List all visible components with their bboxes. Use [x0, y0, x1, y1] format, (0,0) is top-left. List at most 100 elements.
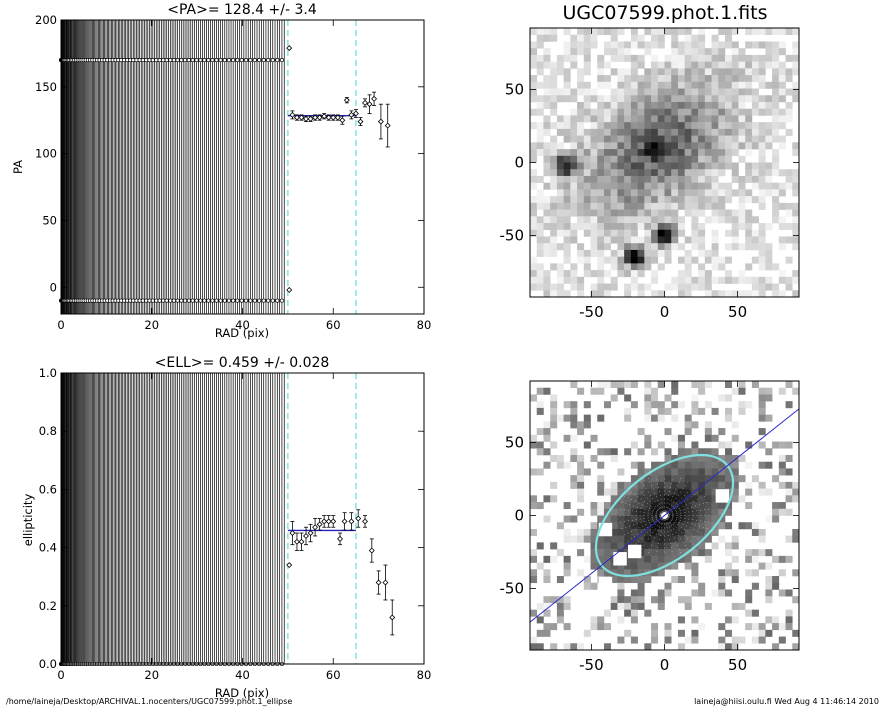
image-title: UGC07599.phot.1.fits — [562, 2, 767, 24]
pixel — [758, 428, 766, 436]
pixel — [731, 189, 739, 197]
pixel — [671, 182, 679, 190]
pixel — [637, 602, 645, 610]
pixel — [644, 149, 652, 157]
pixel — [590, 115, 598, 123]
pixel — [677, 549, 685, 557]
pixel — [624, 576, 632, 584]
pixel — [792, 528, 800, 536]
pixel — [556, 209, 564, 217]
pixel — [725, 41, 733, 49]
pixel — [698, 481, 706, 489]
pixel — [536, 602, 544, 610]
pixel — [610, 54, 618, 62]
pixel — [637, 562, 645, 570]
pixel — [530, 142, 538, 150]
pixel — [624, 249, 632, 257]
pixel — [738, 202, 746, 210]
pixel — [583, 135, 591, 143]
pixel — [556, 182, 564, 190]
pixel — [570, 48, 578, 56]
pixel — [577, 108, 585, 116]
pixel — [624, 381, 632, 389]
pixel — [765, 169, 773, 177]
pixel — [765, 461, 773, 469]
pixel — [530, 276, 538, 284]
pixel — [718, 475, 726, 483]
pixel — [691, 189, 699, 197]
pixel — [550, 196, 558, 204]
pixel — [644, 108, 652, 116]
pixel — [556, 155, 564, 163]
pixel — [536, 276, 544, 284]
pixel — [677, 169, 685, 177]
pixel — [590, 108, 598, 116]
pixel — [577, 169, 585, 177]
pixel — [556, 68, 564, 76]
pixel — [556, 223, 564, 231]
pixel — [677, 175, 685, 183]
pixel — [738, 108, 746, 116]
ell-panel: <ELL>= 0.459 +/- 0.028 0 20 40 60 80 0.00.20… — [21, 355, 431, 700]
pixel — [765, 243, 773, 251]
pixel — [738, 381, 746, 389]
pixel — [691, 236, 699, 244]
pixel — [704, 81, 712, 89]
pixel — [758, 81, 766, 89]
pixel — [570, 182, 578, 190]
pixel — [731, 108, 739, 116]
pixel — [624, 596, 632, 604]
pixel — [644, 502, 652, 510]
pixel — [543, 434, 551, 442]
pixel — [644, 182, 652, 190]
pixel — [630, 115, 638, 123]
pixel — [583, 189, 591, 197]
pixel — [577, 256, 585, 264]
point-marker — [286, 45, 293, 52]
pixel — [657, 142, 665, 150]
pixel — [651, 243, 659, 251]
pixel — [651, 461, 659, 469]
pixel — [603, 229, 611, 237]
pixel — [725, 95, 733, 103]
pixel — [577, 549, 585, 557]
pixel — [725, 34, 733, 42]
pixel — [644, 401, 652, 409]
pixel — [772, 41, 780, 49]
pixel — [543, 495, 551, 503]
pixel — [617, 243, 625, 251]
pixel — [671, 223, 679, 231]
pixel — [651, 115, 659, 123]
pixel — [563, 216, 571, 224]
pixel — [677, 468, 685, 476]
pixel — [603, 95, 611, 103]
pixel — [677, 276, 685, 284]
pixel — [671, 535, 679, 543]
point-marker — [348, 518, 355, 525]
pixel — [751, 256, 759, 264]
pixel — [711, 75, 719, 83]
pixel — [644, 495, 652, 503]
pixel — [731, 175, 739, 183]
pixel — [725, 589, 733, 597]
point-marker — [303, 532, 309, 539]
pa-inner-profile-lines — [58, 20, 285, 314]
pixel — [644, 562, 652, 570]
pixel — [704, 142, 712, 150]
pixel — [550, 142, 558, 150]
pixel — [597, 75, 605, 83]
pixel — [704, 461, 712, 469]
pixel — [536, 41, 544, 49]
pixel — [590, 535, 598, 543]
pixel — [617, 88, 625, 96]
pixel — [664, 216, 672, 224]
pixel — [691, 256, 699, 264]
pixel — [711, 434, 719, 442]
pixel — [691, 68, 699, 76]
pixel — [684, 236, 692, 244]
pixel — [772, 108, 780, 116]
pixel — [671, 542, 679, 550]
pixel — [684, 448, 692, 456]
pixel — [765, 142, 773, 150]
pixel — [718, 95, 726, 103]
